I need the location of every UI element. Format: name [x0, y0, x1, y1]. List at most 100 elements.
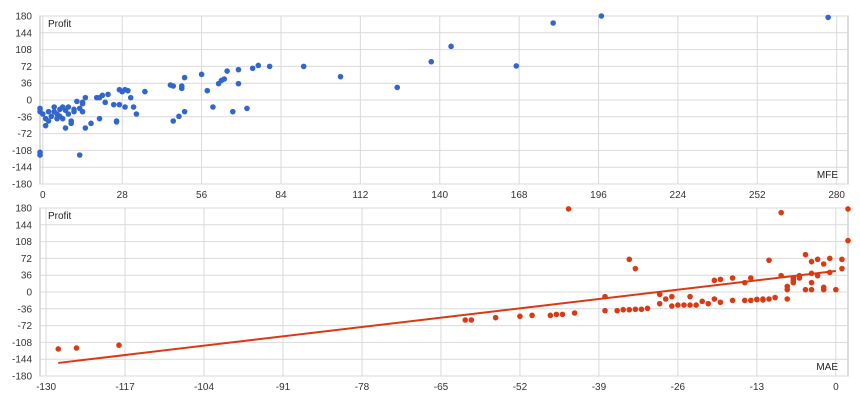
data-point[interactable]: [337, 73, 344, 80]
data-point[interactable]: [99, 92, 106, 99]
data-point[interactable]: [747, 297, 754, 304]
data-point[interactable]: [675, 302, 681, 308]
data-point[interactable]: [210, 104, 216, 110]
data-point[interactable]: [300, 63, 307, 70]
data-point[interactable]: [130, 104, 137, 110]
data-point[interactable]: [602, 307, 608, 314]
data-point[interactable]: [669, 303, 675, 309]
data-point[interactable]: [529, 312, 535, 319]
data-point[interactable]: [839, 256, 845, 263]
data-point[interactable]: [778, 209, 784, 216]
data-point[interactable]: [249, 65, 256, 72]
data-point[interactable]: [808, 270, 815, 277]
data-point[interactable]: [170, 118, 177, 124]
data-point[interactable]: [76, 152, 83, 158]
data-point[interactable]: [717, 299, 724, 306]
data-point[interactable]: [198, 71, 205, 78]
data-point[interactable]: [711, 277, 718, 284]
data-point[interactable]: [468, 317, 475, 323]
data-point[interactable]: [73, 345, 80, 351]
data-point[interactable]: [825, 14, 831, 21]
data-point[interactable]: [62, 125, 69, 131]
data-point[interactable]: [204, 87, 211, 94]
data-point[interactable]: [492, 314, 499, 321]
data-point[interactable]: [802, 286, 809, 293]
data-point[interactable]: [79, 108, 86, 115]
data-point[interactable]: [656, 300, 663, 307]
data-point[interactable]: [45, 108, 52, 115]
data-point[interactable]: [826, 255, 833, 262]
data-point[interactable]: [626, 306, 633, 313]
data-point[interactable]: [105, 91, 111, 98]
data-point[interactable]: [598, 13, 605, 19]
data-point[interactable]: [244, 105, 250, 112]
data-point[interactable]: [71, 106, 77, 113]
data-point[interactable]: [224, 68, 230, 74]
data-point[interactable]: [113, 119, 120, 125]
data-point[interactable]: [845, 206, 851, 212]
data-point[interactable]: [845, 237, 851, 244]
data-point[interactable]: [88, 120, 94, 127]
data-point[interactable]: [221, 76, 228, 82]
data-point[interactable]: [102, 99, 109, 106]
data-point[interactable]: [766, 296, 772, 302]
data-point[interactable]: [772, 294, 778, 301]
data-point[interactable]: [59, 115, 66, 122]
data-point[interactable]: [729, 275, 736, 281]
data-point[interactable]: [181, 108, 188, 115]
data-point[interactable]: [711, 296, 718, 302]
data-point[interactable]: [790, 277, 797, 284]
data-point[interactable]: [747, 275, 754, 281]
data-point[interactable]: [820, 286, 827, 293]
data-point[interactable]: [699, 298, 705, 305]
data-point[interactable]: [808, 286, 815, 293]
data-point[interactable]: [116, 101, 123, 108]
data-point[interactable]: [133, 111, 140, 117]
data-point[interactable]: [784, 296, 791, 302]
data-point[interactable]: [55, 346, 62, 352]
data-point[interactable]: [517, 313, 523, 320]
data-point[interactable]: [142, 88, 148, 95]
data-point[interactable]: [448, 43, 454, 50]
data-point[interactable]: [255, 62, 262, 69]
data-point[interactable]: [833, 286, 839, 293]
data-point[interactable]: [235, 80, 242, 87]
data-point[interactable]: [42, 122, 49, 129]
data-point[interactable]: [754, 296, 760, 303]
data-point[interactable]: [741, 297, 748, 304]
data-point[interactable]: [553, 311, 560, 318]
data-point[interactable]: [513, 63, 520, 69]
data-point[interactable]: [45, 118, 52, 124]
data-point[interactable]: [48, 113, 55, 120]
data-point[interactable]: [116, 342, 122, 349]
data-point[interactable]: [394, 84, 401, 91]
data-point[interactable]: [620, 306, 627, 313]
data-point[interactable]: [176, 113, 182, 120]
data-point[interactable]: [662, 296, 669, 302]
data-point[interactable]: [705, 300, 712, 307]
data-point[interactable]: [814, 272, 821, 279]
data-point[interactable]: [839, 265, 845, 272]
data-point[interactable]: [79, 99, 86, 106]
data-point[interactable]: [602, 293, 608, 300]
data-point[interactable]: [428, 58, 435, 65]
data-point[interactable]: [784, 286, 791, 293]
data-point[interactable]: [127, 94, 134, 101]
data-point[interactable]: [644, 305, 651, 312]
data-point[interactable]: [68, 118, 74, 124]
data-point[interactable]: [170, 83, 177, 89]
data-point[interactable]: [51, 104, 57, 110]
data-point[interactable]: [229, 108, 236, 115]
data-point[interactable]: [820, 261, 827, 267]
data-point[interactable]: [766, 257, 772, 264]
data-point[interactable]: [687, 302, 693, 308]
data-point[interactable]: [626, 256, 633, 263]
data-point[interactable]: [796, 275, 803, 281]
data-point[interactable]: [826, 269, 833, 276]
data-point[interactable]: [693, 302, 699, 308]
data-point[interactable]: [802, 251, 809, 258]
data-point[interactable]: [74, 98, 80, 105]
data-point[interactable]: [808, 279, 815, 286]
data-point[interactable]: [122, 104, 128, 110]
data-point[interactable]: [808, 258, 815, 265]
